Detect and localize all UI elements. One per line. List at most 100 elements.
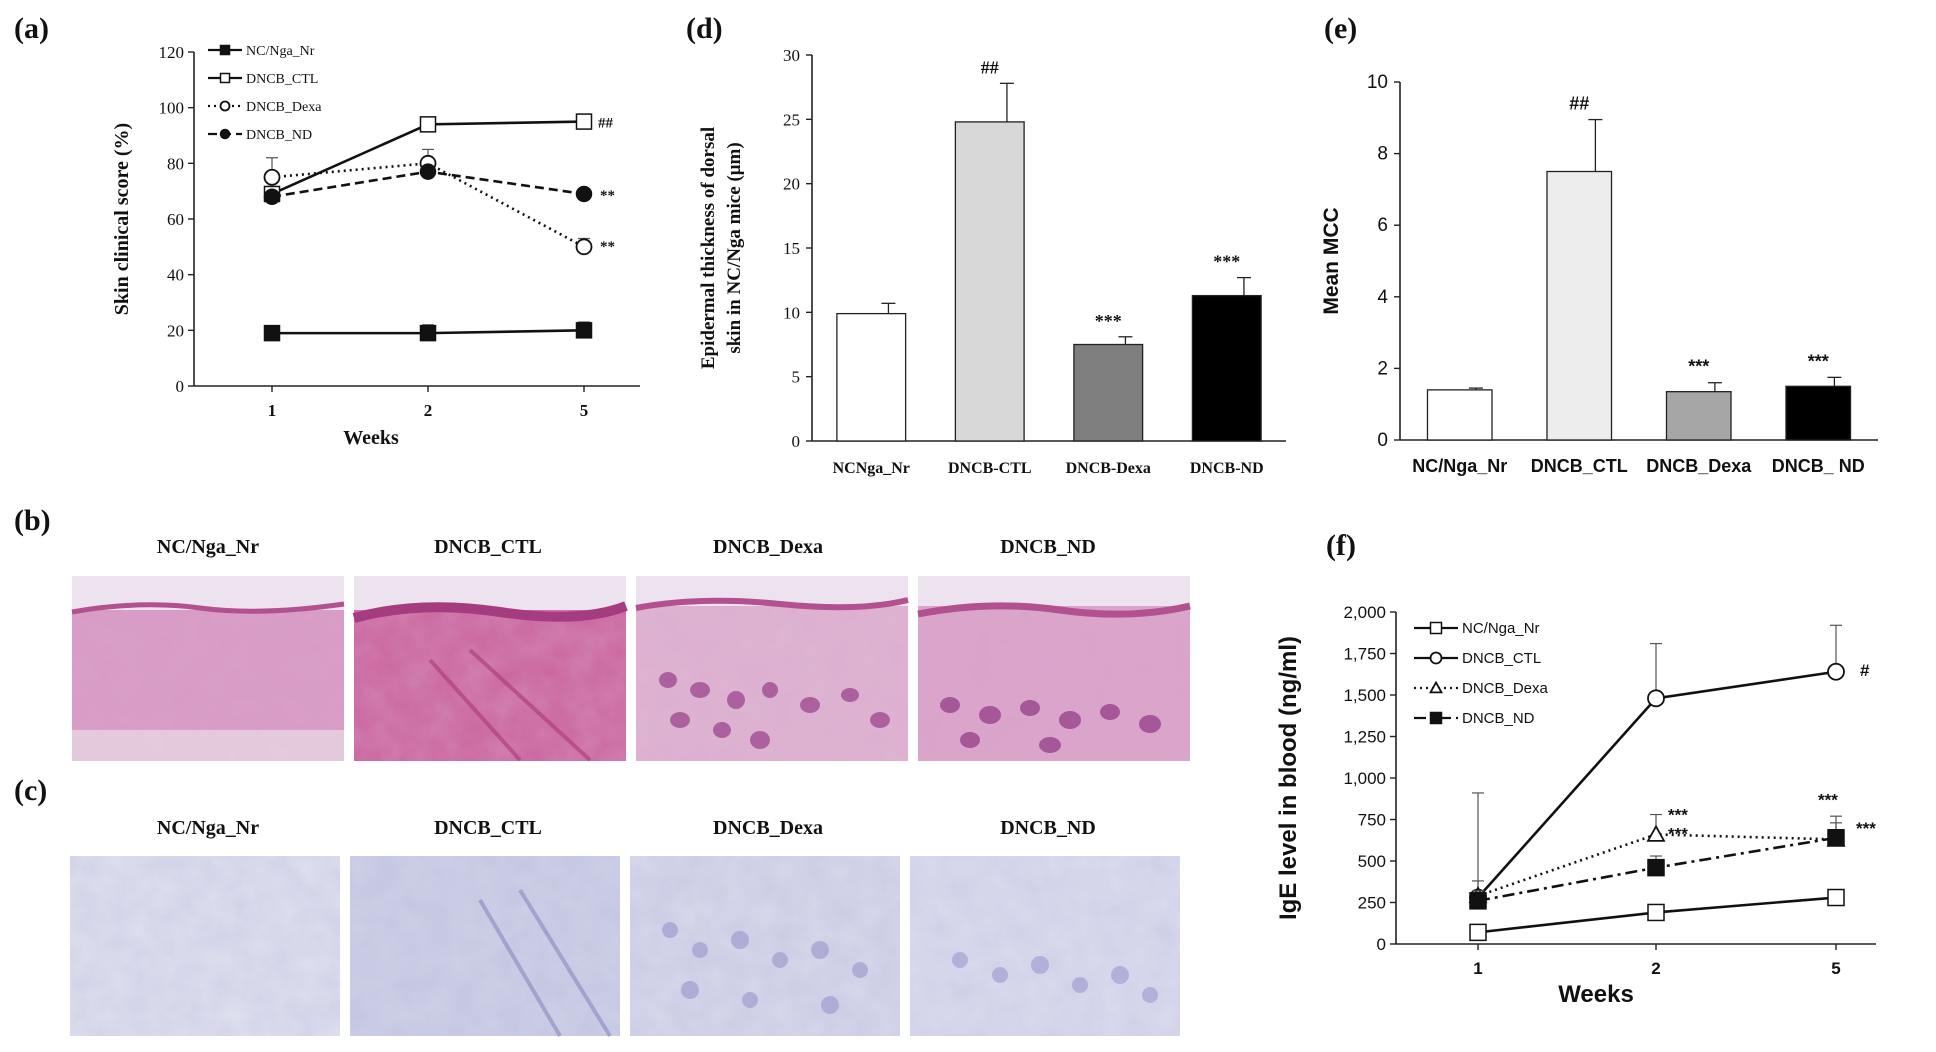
y-tick-label: 500 [1358,852,1386,871]
he-stain-image-1 [71,576,345,761]
legend-marker [219,72,231,84]
y-axis-label: skin in NC/Nga mice (μm) [724,142,745,353]
legend-marker [219,128,231,140]
series-NC/Nga_Nr [1469,888,1845,942]
significance-label: *** [1095,311,1122,331]
y-tick-label: 20 [783,175,800,194]
micrograph-b-title-1: NC/Nga_Nr [157,536,259,558]
y-tick-label: 1,250 [1343,728,1386,747]
micrograph-c-title-2: DNCB_CTL [434,817,542,839]
micrograph-c-title-4: DNCB_ND [1000,817,1096,839]
x-tick-label: DNCB-CTL [948,460,1032,477]
y-axis-label: Mean MCC [1320,207,1343,314]
x-axis-label: Weeks [343,427,399,449]
legend: NC/Nga_Nr DNCB_CTL DNCB_Dexa DNCB_ND [1414,620,1549,727]
panel-a-label: (a) [14,12,49,45]
panel-e-label: (e) [1324,12,1357,45]
y-axis-label: IgE level in blood (ng/ml) [1275,636,1302,920]
legend-label: NC/Nga_Nr [246,44,315,59]
y-tick-label: 8 [1377,144,1388,165]
data-point [575,185,593,203]
y-tick-label: 15 [783,239,800,258]
micrograph-c-title-3: DNCB_Dexa [713,817,823,839]
y-tick-label: 1,000 [1343,769,1386,788]
data-point [1647,858,1665,877]
micrograph-row-c: NC/Nga_Nr DNCB_CTL DNCB_Dexa DNCB_ND [70,817,1180,1038]
y-tick-label: 20 [167,321,184,340]
y-tick-label: 0 [792,432,801,451]
significance-label: *** [1668,825,1688,844]
panel-d-label: (d) [686,12,723,45]
x-tick-label: NC/Nga_Nr [1412,456,1507,476]
data-point [419,163,437,180]
series-DNCB_ND: ** [263,163,615,205]
significance-label: ## [1569,94,1589,114]
significance-label: *** [1818,790,1838,809]
legend-label: DNCB_ND [1462,710,1535,727]
y-tick-label: 1,750 [1343,645,1386,664]
significance-label: # [1860,661,1870,680]
y-axis-label: Epidermal thickness of dorsal [698,127,719,369]
y-tick-label: 10 [783,303,800,322]
legend-marker [219,100,231,112]
x-tick-label: DNCB_Dexa [1646,456,1752,476]
legend-marker [1429,651,1443,665]
y-tick-label: 80 [167,154,184,173]
data-point [419,116,437,133]
chart-d-epidermal-thickness: 0 5 10 15 20 25 30 NCNga_Nr ## DNCB-CTL *** DNCB-De… [698,46,1286,477]
y-tick-label: 30 [783,46,800,65]
significance-label: *** [1808,351,1829,371]
significance-label: *** [1856,819,1876,838]
bar-DNCB-ND [1191,294,1262,442]
panel-f-label: (f) [1326,529,1356,562]
x-axis-label: Weeks [1558,981,1634,1008]
y-tick-label: 1,500 [1343,686,1386,705]
data-point [575,113,593,130]
x-tick-label: 2 [424,401,433,420]
y-tick-label: 2,000 [1343,603,1386,622]
data-point [1827,888,1845,907]
toluidine-stain-image-4 [910,856,1180,1036]
legend-label: DNCB_Dexa [1462,680,1549,697]
series-NC/Nga_Nr [263,321,593,342]
x-tick-label: 5 [580,401,589,420]
y-tick-label: 0 [176,377,185,396]
he-stain-image-4 [917,576,1191,761]
legend-label: DNCB_CTL [246,72,318,87]
toluidine-stain-image-1 [70,856,340,1036]
data-point [1646,824,1666,842]
x-tick-label: 1 [268,401,277,420]
series-DNCB_Dexa: ****** [1468,790,1846,904]
y-tick-label: 5 [792,368,801,387]
y-tick-label: 100 [159,99,185,118]
data-point [1469,923,1487,942]
significance-label: *** [1668,805,1688,824]
micrograph-b-title-2: DNCB_CTL [434,536,542,558]
y-tick-label: 0 [1377,935,1386,954]
micrograph-b-title-3: DNCB_Dexa [713,536,823,558]
legend-label: DNCB_CTL [1462,650,1541,667]
data-point [263,188,281,205]
y-tick-label: 10 [1367,72,1388,93]
toluidine-stain-image-2 [350,856,620,1038]
data-point [263,168,281,186]
x-tick-label: 2 [1651,959,1660,978]
data-point [575,238,593,256]
legend-marker [1429,711,1443,725]
x-tick-label: DNCB_ ND [1772,456,1865,476]
y-axis-label: Skin clinical score (%) [111,123,133,315]
bar-DNCB-CTL [954,121,1025,442]
y-tick-label: 60 [167,210,184,229]
data-point [263,324,281,342]
legend-marker [1429,621,1443,635]
y-tick-label: 120 [159,43,185,62]
series-DNCB_Dexa: ** [263,148,615,256]
legend-marker [219,44,231,56]
legend-label: NC/Nga_Nr [1462,620,1540,637]
significance-label: *** [1688,357,1709,377]
data-point [1827,662,1845,681]
bar-DNCB-Dexa [1073,343,1144,442]
legend-marker [1428,680,1444,694]
data-point [1647,903,1665,922]
